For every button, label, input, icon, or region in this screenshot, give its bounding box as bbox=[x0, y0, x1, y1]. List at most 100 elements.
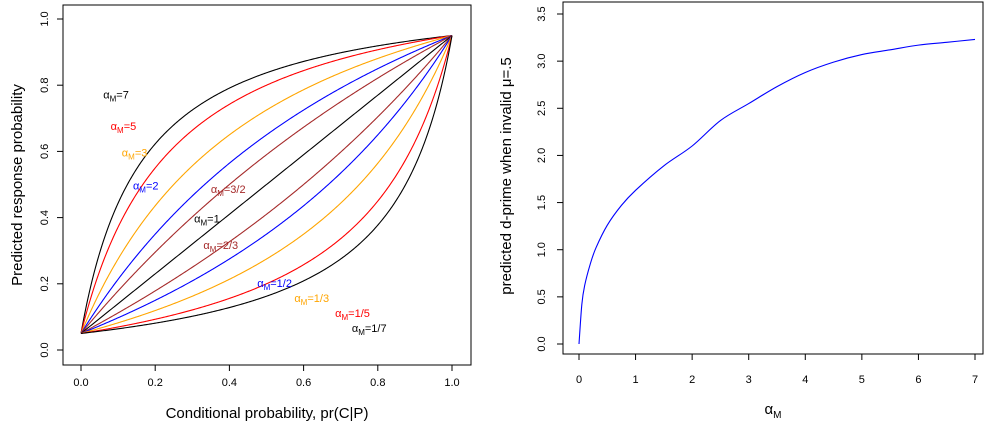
curve-label-sub: M bbox=[117, 126, 124, 135]
curve-label-value: =5 bbox=[124, 121, 137, 133]
left-curves bbox=[80, 35, 453, 334]
curve-label: αM=1/2 bbox=[257, 278, 292, 292]
curve-label: αM=7 bbox=[103, 89, 129, 103]
curve-label-sub: M bbox=[341, 313, 348, 322]
curve-label: αM=1 bbox=[194, 214, 220, 228]
left-curve bbox=[80, 35, 453, 334]
right-x-axis-ticks: 0 1 2 3 4 5 6 7 bbox=[576, 353, 978, 386]
curve-label-value: =7 bbox=[116, 89, 129, 101]
left-y-tick-label: 0.6 bbox=[39, 144, 51, 159]
curve-label-alpha: α bbox=[352, 323, 359, 335]
left-curve bbox=[80, 35, 453, 334]
left-curve bbox=[80, 35, 453, 334]
right-y-tick-label: 1.5 bbox=[536, 195, 548, 210]
curve-label: αM=2 bbox=[133, 180, 159, 194]
right-y-tick-label: 0.5 bbox=[536, 289, 548, 304]
curve-label-sub: M bbox=[139, 185, 146, 194]
left-curve bbox=[80, 35, 453, 334]
right-y-tick-label: 2.0 bbox=[536, 148, 548, 163]
left-curve bbox=[80, 35, 453, 334]
left-y-tick-label: 0.0 bbox=[39, 342, 51, 357]
left-curve bbox=[80, 35, 453, 334]
curve-label-sub: M bbox=[128, 152, 135, 161]
left-y-tick-label: 0.2 bbox=[39, 276, 51, 291]
left-chart: Conditional probability, pr(C|P) Predict… bbox=[9, 4, 472, 422]
left-curve bbox=[80, 35, 453, 334]
left-curve bbox=[80, 35, 453, 334]
curve-label: αM=5 bbox=[111, 121, 137, 135]
right-x-tick-label: 4 bbox=[802, 374, 808, 386]
left-x-tick-label: 0.6 bbox=[296, 377, 311, 389]
curve-label-sub: M bbox=[210, 245, 217, 254]
curve-label-alpha: α bbox=[122, 147, 129, 159]
left-x-axis-ticks: 0.0 0.2 0.4 0.6 0.8 1.0 bbox=[73, 364, 460, 389]
curve-label-value: =1/3 bbox=[307, 293, 329, 305]
left-x-tick-label: 0.4 bbox=[222, 377, 237, 389]
right-x-axis-title-sub: M bbox=[773, 410, 781, 421]
right-x-tick-label: 2 bbox=[689, 374, 695, 386]
right-y-tick-label: 3.0 bbox=[536, 53, 548, 68]
right-curve bbox=[578, 38, 976, 345]
right-chart: αM predicted d-prime when invalid μ=.5 0… bbox=[498, 1, 984, 421]
curve-label-value: =3 bbox=[135, 147, 148, 159]
left-x-tick-label: 0.8 bbox=[370, 377, 385, 389]
left-y-axis-title: Predicted response probability bbox=[9, 84, 26, 286]
left-x-tick-label: 0.0 bbox=[73, 377, 88, 389]
curve-label-alpha: α bbox=[111, 121, 118, 133]
curve-label-alpha: α bbox=[211, 184, 218, 196]
right-x-tick-label: 1 bbox=[633, 374, 639, 386]
right-x-tick-label: 3 bbox=[746, 374, 752, 386]
right-x-tick-label: 7 bbox=[972, 374, 978, 386]
curve-label-value: =3/2 bbox=[224, 184, 246, 196]
left-curve bbox=[80, 35, 453, 334]
curve-label-sub: M bbox=[110, 94, 117, 103]
right-y-axis-ticks: 0.0 0.5 1.0 1.5 2.0 2.5 3.0 3.5 bbox=[536, 6, 564, 352]
curve-label-sub: M bbox=[358, 328, 365, 337]
curve-label: αM=3/2 bbox=[211, 184, 246, 198]
curve-label-sub: M bbox=[217, 189, 224, 198]
right-y-tick-label: 0.0 bbox=[536, 336, 548, 351]
right-y-tick-label: 2.5 bbox=[536, 101, 548, 116]
curve-label-sub: M bbox=[264, 283, 271, 292]
left-y-tick-label: 0.4 bbox=[39, 210, 51, 225]
left-y-tick-label: 1.0 bbox=[39, 11, 51, 26]
curve-label: αM=1/5 bbox=[335, 308, 370, 322]
curve-label-alpha: α bbox=[335, 308, 342, 320]
right-y-tick-label: 1.0 bbox=[536, 242, 548, 257]
right-x-axis-title: αM bbox=[764, 401, 781, 421]
left-y-tick-label: 0.8 bbox=[39, 78, 51, 93]
curve-label-alpha: α bbox=[294, 293, 301, 305]
curve-label-value: =1/7 bbox=[365, 323, 387, 335]
curve-label-alpha: α bbox=[133, 180, 140, 192]
curve-label-value: =2/3 bbox=[216, 240, 238, 252]
left-curve-labels: αM=7αM=5αM=3αM=2 αM=3/2αM=1αM=2/3αM=1/2αM… bbox=[103, 89, 386, 336]
left-x-axis-title: Conditional probability, pr(C|P) bbox=[166, 405, 369, 422]
left-x-tick-label: 1.0 bbox=[444, 377, 459, 389]
right-y-axis-title: predicted d-prime when invalid μ=.5 bbox=[498, 57, 515, 295]
curve-label-value: =1/5 bbox=[348, 308, 370, 320]
curve-label-alpha: α bbox=[257, 278, 264, 290]
curve-label: αM=1/3 bbox=[294, 293, 329, 307]
right-x-tick-label: 6 bbox=[915, 374, 921, 386]
right-x-tick-label: 5 bbox=[859, 374, 865, 386]
right-curves bbox=[578, 38, 976, 345]
right-x-axis-title-base: α bbox=[764, 401, 773, 418]
right-plot-frame bbox=[562, 1, 984, 355]
curve-label: αM=2/3 bbox=[203, 240, 238, 254]
left-curve bbox=[80, 35, 453, 334]
left-curve bbox=[80, 35, 453, 334]
curve-label-sub: M bbox=[201, 219, 208, 228]
curve-label-value: =2 bbox=[146, 180, 159, 192]
curve-label-sub: M bbox=[301, 298, 308, 307]
curve-label: αM=1/7 bbox=[352, 323, 387, 337]
left-y-axis-ticks: 0.0 0.2 0.4 0.6 0.8 1.0 bbox=[39, 11, 64, 358]
right-y-tick-label: 3.5 bbox=[536, 6, 548, 21]
right-x-tick-label: 0 bbox=[576, 374, 582, 386]
curve-label: αM=3 bbox=[122, 147, 148, 161]
curve-label-alpha: α bbox=[194, 214, 201, 226]
curve-label-alpha: α bbox=[103, 89, 110, 101]
curve-label-value: =1 bbox=[207, 214, 220, 226]
left-x-tick-label: 0.2 bbox=[148, 377, 163, 389]
curve-label-value: =1/2 bbox=[270, 278, 292, 290]
